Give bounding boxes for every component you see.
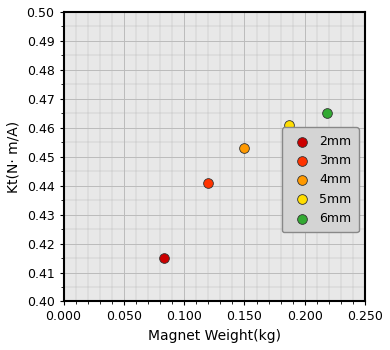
X-axis label: Magnet Weight(kg): Magnet Weight(kg) <box>148 329 281 343</box>
Legend: 2mm, 3mm, 4mm, 5mm, 6mm: 2mm, 3mm, 4mm, 5mm, 6mm <box>282 127 359 232</box>
2mm <box>161 255 167 261</box>
3mm <box>205 180 211 186</box>
6mm <box>323 111 330 116</box>
5mm <box>286 122 292 128</box>
4mm <box>241 145 248 151</box>
Y-axis label: Kt(N· m/A): Kt(N· m/A) <box>7 121 21 193</box>
